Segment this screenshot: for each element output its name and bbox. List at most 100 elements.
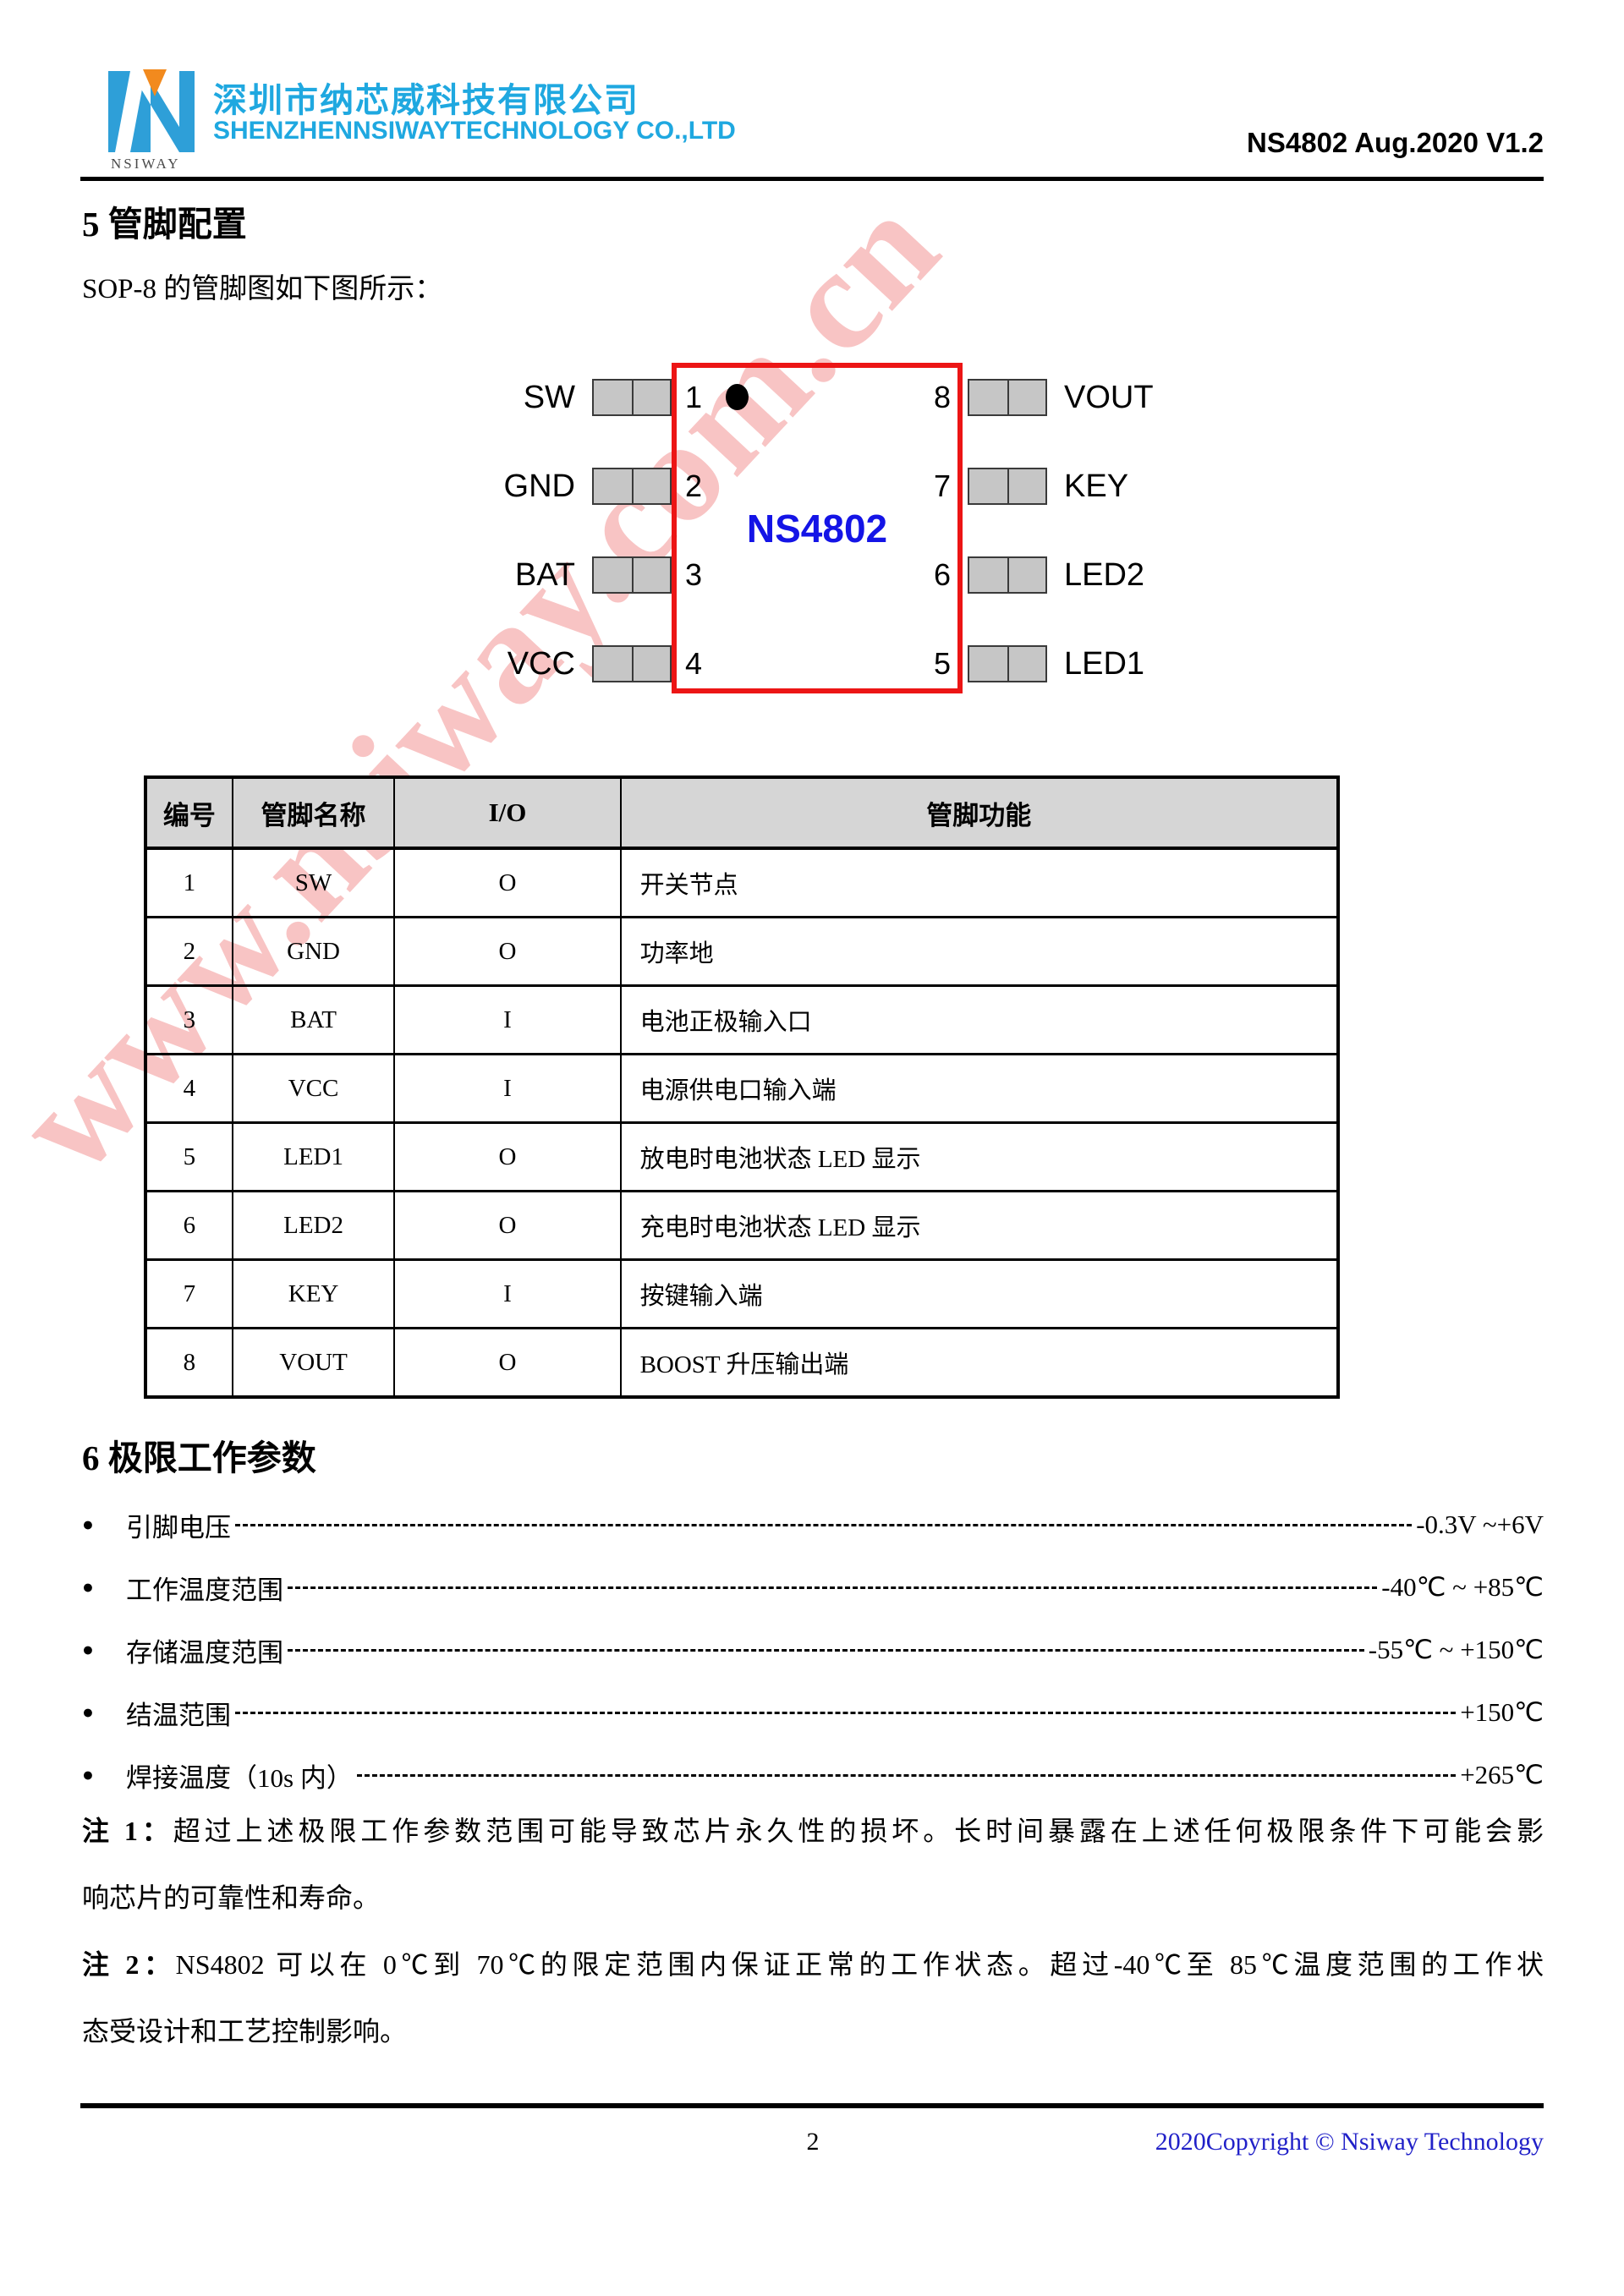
table-row: 1 SW O 开关节点 bbox=[145, 847, 1340, 918]
pin-pad-2 bbox=[592, 468, 672, 505]
limit-value: -40℃ ~ +85℃ bbox=[1381, 1572, 1544, 1602]
page-number: 2 bbox=[806, 2128, 820, 2156]
pin-pad-4 bbox=[592, 645, 672, 682]
cell-io: O bbox=[393, 1327, 622, 1398]
cell-io: I bbox=[393, 1053, 622, 1124]
copyright-text: 2020Copyright © Nsiway Technology bbox=[1155, 2128, 1544, 2156]
cell-io: I bbox=[393, 1258, 622, 1329]
note1-line2: 响芯片的可靠性和寿命。 bbox=[82, 1882, 381, 1913]
pin-pad-6 bbox=[968, 556, 1047, 594]
bullet-icon: ● bbox=[82, 1576, 94, 1597]
note1-text: 超过上述极限工作参数范围可能导致芯片永久性的损坏。长时间暴露在上述任何极限条件下… bbox=[173, 1816, 1544, 1846]
pin-label-vcc: VCC bbox=[507, 646, 575, 682]
pin-pad-5 bbox=[968, 645, 1047, 682]
limit-label: 结温范围 bbox=[126, 1700, 231, 1730]
bullet-icon: ● bbox=[82, 1701, 94, 1723]
limit-value: -0.3V ~+6V bbox=[1416, 1510, 1544, 1539]
note1-line1: 注 1：超过上述极限工作参数范围可能导致芯片永久性的损坏。长时间暴露在上述任何极… bbox=[82, 1798, 1544, 1865]
limits-list: ● 引脚电压 -0.3V ~+6V ● 工作温度范围 -40℃ ~ +85℃ ●… bbox=[82, 1493, 1544, 1806]
list-item: ● 存储温度范围 -55℃ ~ +150℃ bbox=[82, 1619, 1544, 1681]
pin-number-4: 4 bbox=[685, 646, 703, 681]
section5-intro: SOP-8 的管脚图如下图所示： bbox=[82, 274, 443, 304]
pin-label-gnd: GND bbox=[503, 469, 575, 504]
cell-function: 电池正极输入口 bbox=[619, 984, 1340, 1055]
note2-label: 注 2： bbox=[82, 1949, 176, 1980]
bullet-icon: ● bbox=[82, 1764, 94, 1785]
pin-label-sw: SW bbox=[523, 380, 575, 415]
col-header-function: 管脚功能 bbox=[619, 776, 1340, 850]
pin-number-5: 5 bbox=[933, 646, 951, 681]
nsiway-logo-icon: NSIWAY bbox=[108, 69, 195, 172]
pin-number-1: 1 bbox=[685, 380, 703, 414]
doc-reference: NS4802 Aug.2020 V1.2 bbox=[1247, 127, 1544, 158]
header-divider bbox=[80, 177, 1544, 181]
cell-num: 8 bbox=[145, 1327, 233, 1398]
limit-label: 引脚电压 bbox=[126, 1512, 231, 1543]
note1-label: 注 1： bbox=[82, 1816, 173, 1846]
cell-name: VOUT bbox=[231, 1327, 396, 1398]
pin-label-led1: LED1 bbox=[1064, 646, 1145, 682]
table-row: 6 LED2 O 充电时电池状态 LED 显示 bbox=[145, 1190, 1340, 1261]
nsiway-logo: NSIWAY bbox=[108, 68, 210, 172]
table-row: 5 LED1 O 放电时电池状态 LED 显示 bbox=[145, 1121, 1340, 1192]
notes-block: 注 1：超过上述极限工作参数范围可能导致芯片永久性的损坏。长时间暴露在上述任何极… bbox=[82, 1798, 1544, 2065]
pin-label-key: KEY bbox=[1064, 469, 1129, 504]
pin-function-table: 编号 管脚名称 I/O 管脚功能 1 SW O 开关节点 2 GND O 功率地… bbox=[144, 775, 1340, 1399]
cell-num: 1 bbox=[145, 847, 233, 918]
col-header-number: 编号 bbox=[145, 776, 233, 850]
cell-name: SW bbox=[231, 847, 396, 918]
pin-pad-1 bbox=[592, 379, 672, 416]
dotted-leader bbox=[235, 1523, 1413, 1526]
list-item: ● 焊接温度（10s 内） +265℃ bbox=[82, 1744, 1544, 1806]
chip-body: NS4802 bbox=[672, 363, 963, 693]
cell-num: 3 bbox=[145, 984, 233, 1055]
pin-label-bat: BAT bbox=[514, 557, 575, 593]
list-item: ● 结温范围 +150℃ bbox=[82, 1681, 1544, 1744]
pin-pad-7 bbox=[968, 468, 1047, 505]
pin-pad-8 bbox=[968, 379, 1047, 416]
table-row: 8 VOUT O BOOST 升压输出端 bbox=[145, 1327, 1340, 1398]
cell-function: 按键输入端 bbox=[619, 1258, 1340, 1329]
section6-title: 6 极限工作参数 bbox=[82, 1438, 316, 1477]
company-name-cn: 深圳市纳芯威科技有限公司 bbox=[213, 82, 639, 119]
cell-io: O bbox=[393, 916, 622, 987]
chip-label: NS4802 bbox=[746, 506, 888, 551]
cell-name: BAT bbox=[231, 984, 396, 1055]
cell-num: 5 bbox=[145, 1121, 233, 1192]
limit-value: +150℃ bbox=[1460, 1697, 1544, 1727]
note2-line1: 注 2：NS4802 可以在 0℃到 70℃的限定范围内保证正常的工作状态。超过… bbox=[82, 1932, 1544, 1998]
pin-label-vout: VOUT bbox=[1064, 380, 1154, 415]
limit-label: 存储温度范围 bbox=[126, 1637, 283, 1668]
table-header-row: 编号 管脚名称 I/O 管脚功能 bbox=[145, 776, 1340, 850]
cell-num: 2 bbox=[145, 916, 233, 987]
table-row: 7 KEY I 按键输入端 bbox=[145, 1258, 1340, 1329]
cell-io: O bbox=[393, 847, 622, 918]
dotted-leader bbox=[288, 1586, 1378, 1589]
svg-text:NSIWAY: NSIWAY bbox=[111, 156, 181, 171]
list-item: ● 工作温度范围 -40℃ ~ +85℃ bbox=[82, 1556, 1544, 1619]
cell-function: BOOST 升压输出端 bbox=[619, 1327, 1340, 1398]
section5-title: 5 管脚配置 bbox=[82, 205, 247, 244]
cell-io: O bbox=[393, 1121, 622, 1192]
limit-label: 工作温度范围 bbox=[126, 1575, 283, 1605]
cell-num: 6 bbox=[145, 1190, 233, 1261]
pin-number-6: 6 bbox=[933, 557, 951, 592]
cell-function: 开关节点 bbox=[619, 847, 1340, 918]
pin-number-8: 8 bbox=[933, 380, 951, 414]
list-item: ● 引脚电压 -0.3V ~+6V bbox=[82, 1493, 1544, 1556]
limit-value: -55℃ ~ +150℃ bbox=[1368, 1635, 1544, 1664]
company-name-en: SHENZHENNSIWAYTECHNOLOGY CO.,LTD bbox=[213, 117, 736, 145]
limit-label: 焊接温度（10s 内） bbox=[126, 1762, 353, 1793]
cell-name: VCC bbox=[231, 1053, 396, 1124]
bullet-icon: ● bbox=[82, 1514, 94, 1535]
cell-num: 4 bbox=[145, 1053, 233, 1124]
table-row: 2 GND O 功率地 bbox=[145, 916, 1340, 987]
col-header-name: 管脚名称 bbox=[231, 776, 396, 850]
cell-function: 电源供电口输入端 bbox=[619, 1053, 1340, 1124]
cell-io: I bbox=[393, 984, 622, 1055]
pin1-marker-dot bbox=[726, 384, 749, 410]
bullet-icon: ● bbox=[82, 1639, 94, 1660]
pin-number-3: 3 bbox=[685, 557, 703, 592]
cell-function: 功率地 bbox=[619, 916, 1340, 987]
